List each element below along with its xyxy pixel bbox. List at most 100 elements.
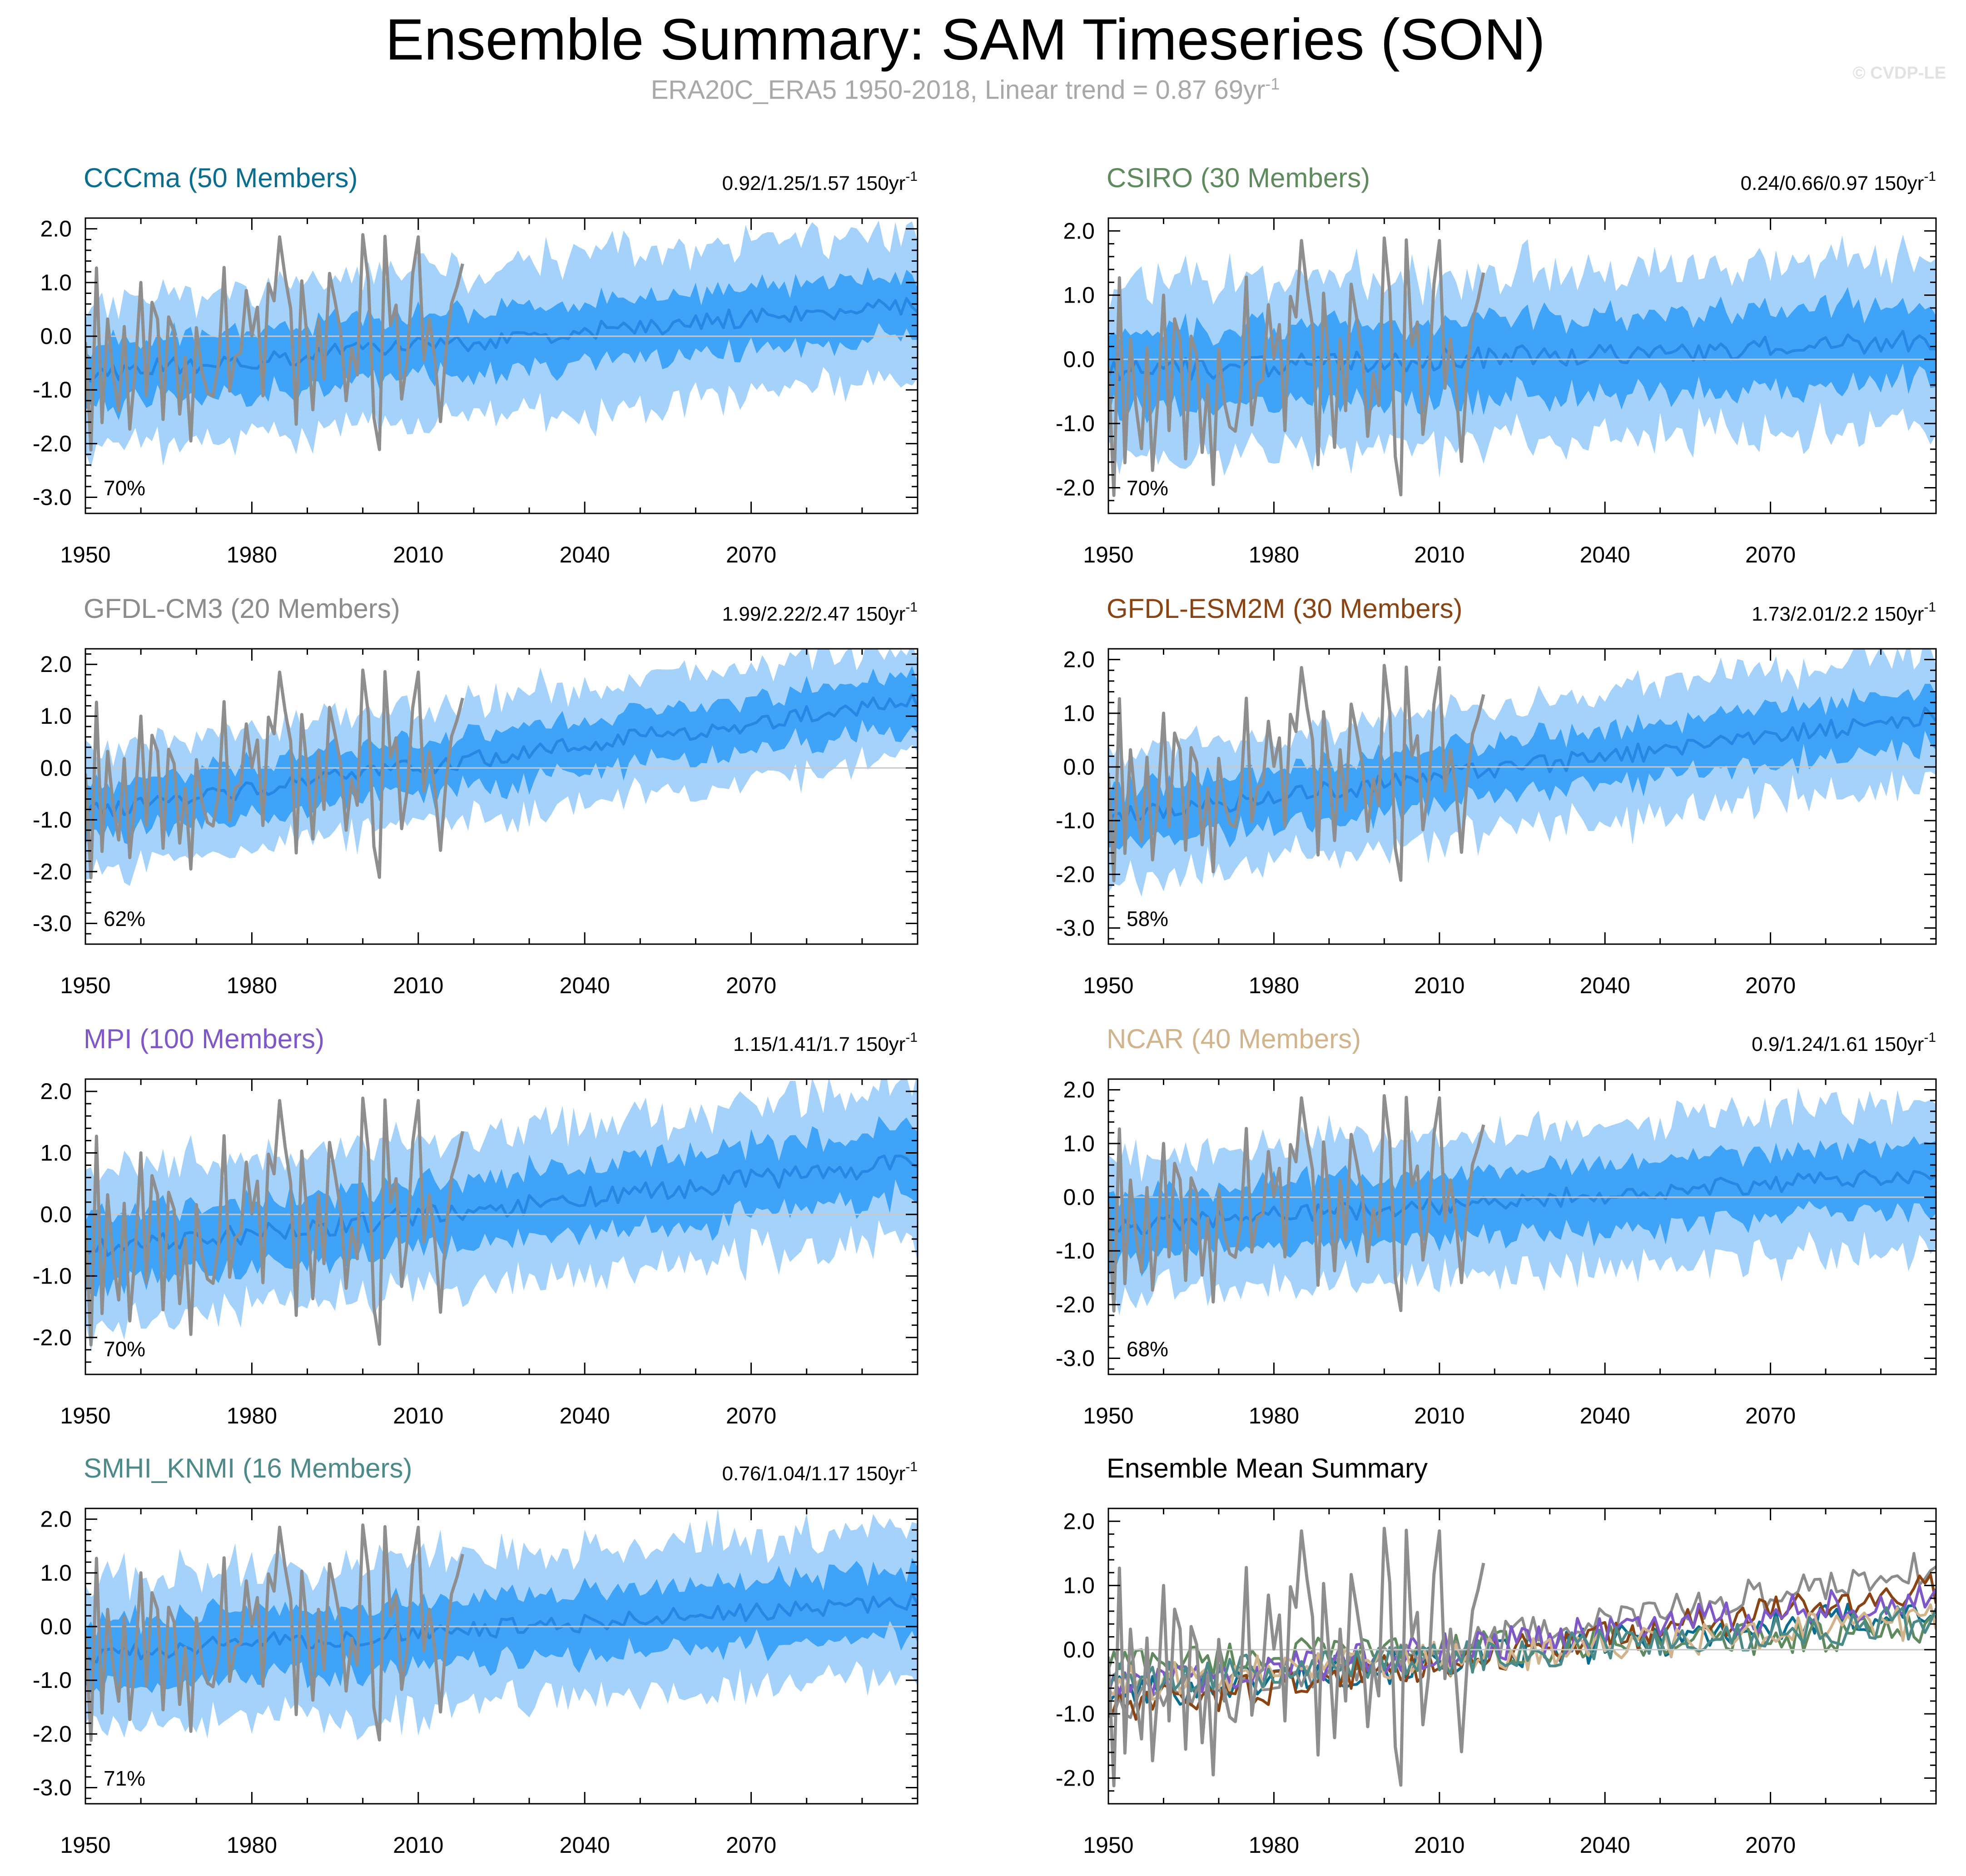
ensemble-mean-line	[1108, 707, 1936, 824]
y-tick-label: 2.0	[40, 1507, 72, 1532]
x-tick-label: 1980	[227, 1832, 277, 1858]
y-tick-label: -3.0	[33, 1775, 72, 1801]
trend-value: 1.99/2.22/2.47 150yr	[722, 603, 906, 625]
series-line-gfdl-esm2m	[1108, 1573, 1936, 1721]
y-tick-label: 1.0	[1063, 1573, 1095, 1598]
y-tick-label: 1.0	[1063, 701, 1095, 726]
x-tick-label: 2070	[1745, 1403, 1796, 1428]
ensemble-mean-line	[85, 693, 918, 817]
x-tick-label: 2040	[560, 1403, 610, 1428]
page-subtitle: ERA20C_ERA5 1950-2018, Linear trend = 0.…	[0, 75, 1931, 105]
x-tick-label: 1950	[1083, 542, 1133, 567]
chart-panel-7: 2.0 1.0 0.0 -1.0 -2.0 1950 1980 2010 2040 2070 Ens…	[1056, 1453, 1937, 1858]
y-tick-label: -1.0	[1056, 1701, 1095, 1727]
y-tick-label: 2.0	[40, 216, 72, 242]
percent-label: 71%	[104, 1767, 145, 1790]
y-tick-label: 0.0	[40, 755, 72, 781]
panel-title: Ensemble Mean Summary	[1107, 1453, 1428, 1483]
chart-panel-6: 2.0 1.0 0.0 -1.0 -2.0 -3.0 1950 1980 2010 2040 207…	[33, 1453, 918, 1858]
plot-area	[85, 220, 918, 468]
y-tick-label: -3.0	[33, 911, 72, 936]
plot-area	[1108, 649, 1936, 897]
y-tick-label: -3.0	[33, 485, 72, 510]
x-tick-label: 1950	[60, 542, 110, 567]
plot-frame	[84, 1508, 918, 1805]
chart-panel-2: 2.0 1.0 0.0 -1.0 -2.0 -3.0 1950 1980 2010 2040 207…	[33, 593, 918, 998]
plot-area	[85, 1508, 918, 1742]
plot-frame	[1107, 217, 1937, 514]
inner-spread-band	[1108, 1136, 1936, 1277]
plot-area	[1108, 1087, 1936, 1316]
plot-area	[85, 649, 918, 886]
x-tick-label: 2010	[1414, 1403, 1465, 1428]
percent-label: 70%	[1127, 476, 1168, 500]
y-tick-label: -2.0	[33, 1325, 72, 1350]
trend-value: 0.92/1.25/1.57 150yr	[722, 172, 906, 194]
y-tick-label: 0.0	[1063, 1184, 1095, 1210]
y-tick-label: 1.0	[1063, 1131, 1095, 1156]
x-tick-label: 2010	[1414, 973, 1465, 998]
y-tick-label: -1.0	[33, 807, 72, 832]
y-tick-label: 2.0	[1063, 1077, 1095, 1103]
percent-label: 70%	[104, 476, 145, 500]
trend-superscript: -1	[1924, 169, 1936, 184]
y-tick-label: 2.0	[40, 652, 72, 677]
y-tick-label: 2.0	[1063, 1508, 1095, 1534]
trend-label: 1.73/2.01/2.2 150yr-1	[1752, 600, 1936, 625]
y-tick-label: -1.0	[1056, 411, 1095, 436]
chart-panel-0: 2.0 1.0 0.0 -1.0 -2.0 -3.0 1950 1980 2010 2040 207…	[33, 163, 918, 567]
trend-superscript: -1	[1924, 1030, 1936, 1045]
x-tick-label: 2010	[393, 1832, 443, 1858]
trend-value: 1.73/2.01/2.2 150yr	[1752, 603, 1924, 625]
observations-line	[85, 668, 464, 880]
plot-area	[1108, 1527, 1936, 1787]
x-tick-label: 2040	[560, 542, 610, 567]
panel-title: MPI (100 Members)	[84, 1024, 324, 1054]
y-tick-label: -3.0	[1056, 1346, 1095, 1371]
chart-panel-1: 2.0 1.0 0.0 -1.0 -2.0 1950 1980 2010 2040 2070 CSI…	[1056, 163, 1937, 567]
panel-title: GFDL-ESM2M (30 Members)	[1107, 593, 1462, 624]
y-tick-label: 0.0	[1063, 347, 1095, 372]
x-tick-label: 2070	[726, 542, 776, 567]
y-tick-label: -2.0	[1056, 1292, 1095, 1317]
page-title: Ensemble Summary: SAM Timeseries (SON)	[385, 7, 1545, 72]
x-tick-label: 2040	[1580, 1832, 1630, 1858]
x-tick-label: 1980	[1249, 542, 1299, 567]
observations-line	[1108, 1094, 1485, 1313]
panel-title: GFDL-CM3 (20 Members)	[84, 593, 400, 624]
trend-superscript: -1	[905, 1030, 918, 1045]
observations-line	[85, 1523, 464, 1742]
percent-label: 58%	[1127, 907, 1168, 931]
x-tick-label: 2010	[393, 1403, 443, 1428]
y-tick-label: -1.0	[1056, 808, 1095, 833]
y-tick-label: 2.0	[1063, 218, 1095, 244]
x-tick-label: 2040	[560, 1832, 610, 1858]
x-tick-label: 2010	[1414, 1832, 1465, 1858]
x-tick-label: 2070	[1745, 973, 1796, 998]
x-tick-label: 2010	[1414, 542, 1465, 567]
panel-title: CSIRO (30 Members)	[1107, 163, 1370, 193]
x-tick-label: 1980	[227, 973, 277, 998]
trend-label: 0.9/1.24/1.61 150yr-1	[1752, 1030, 1936, 1055]
x-tick-label: 1980	[1249, 973, 1299, 998]
x-tick-label: 2010	[393, 542, 443, 567]
trend-label: 1.99/2.22/2.47 150yr-1	[722, 600, 918, 625]
y-tick-label: -2.0	[33, 431, 72, 456]
observations-line	[85, 1096, 464, 1347]
y-tick-label: -2.0	[1056, 861, 1095, 887]
x-tick-label: 2040	[1580, 1403, 1630, 1428]
x-tick-label: 2070	[726, 1832, 776, 1858]
percent-label: 68%	[1127, 1337, 1168, 1361]
y-tick-label: -1.0	[33, 1263, 72, 1289]
x-tick-label: 2040	[1580, 973, 1630, 998]
x-tick-label: 1950	[1083, 1832, 1133, 1858]
x-tick-label: 2070	[1745, 1832, 1796, 1858]
trend-superscript: -1	[905, 1459, 918, 1474]
trend-label: 0.24/0.66/0.97 150yr-1	[1741, 169, 1936, 194]
x-tick-label: 1980	[227, 542, 277, 567]
y-tick-label: -2.0	[33, 859, 72, 884]
trend-superscript: -1	[1924, 600, 1936, 615]
plot-area	[1108, 234, 1936, 497]
observations-line	[85, 233, 464, 452]
